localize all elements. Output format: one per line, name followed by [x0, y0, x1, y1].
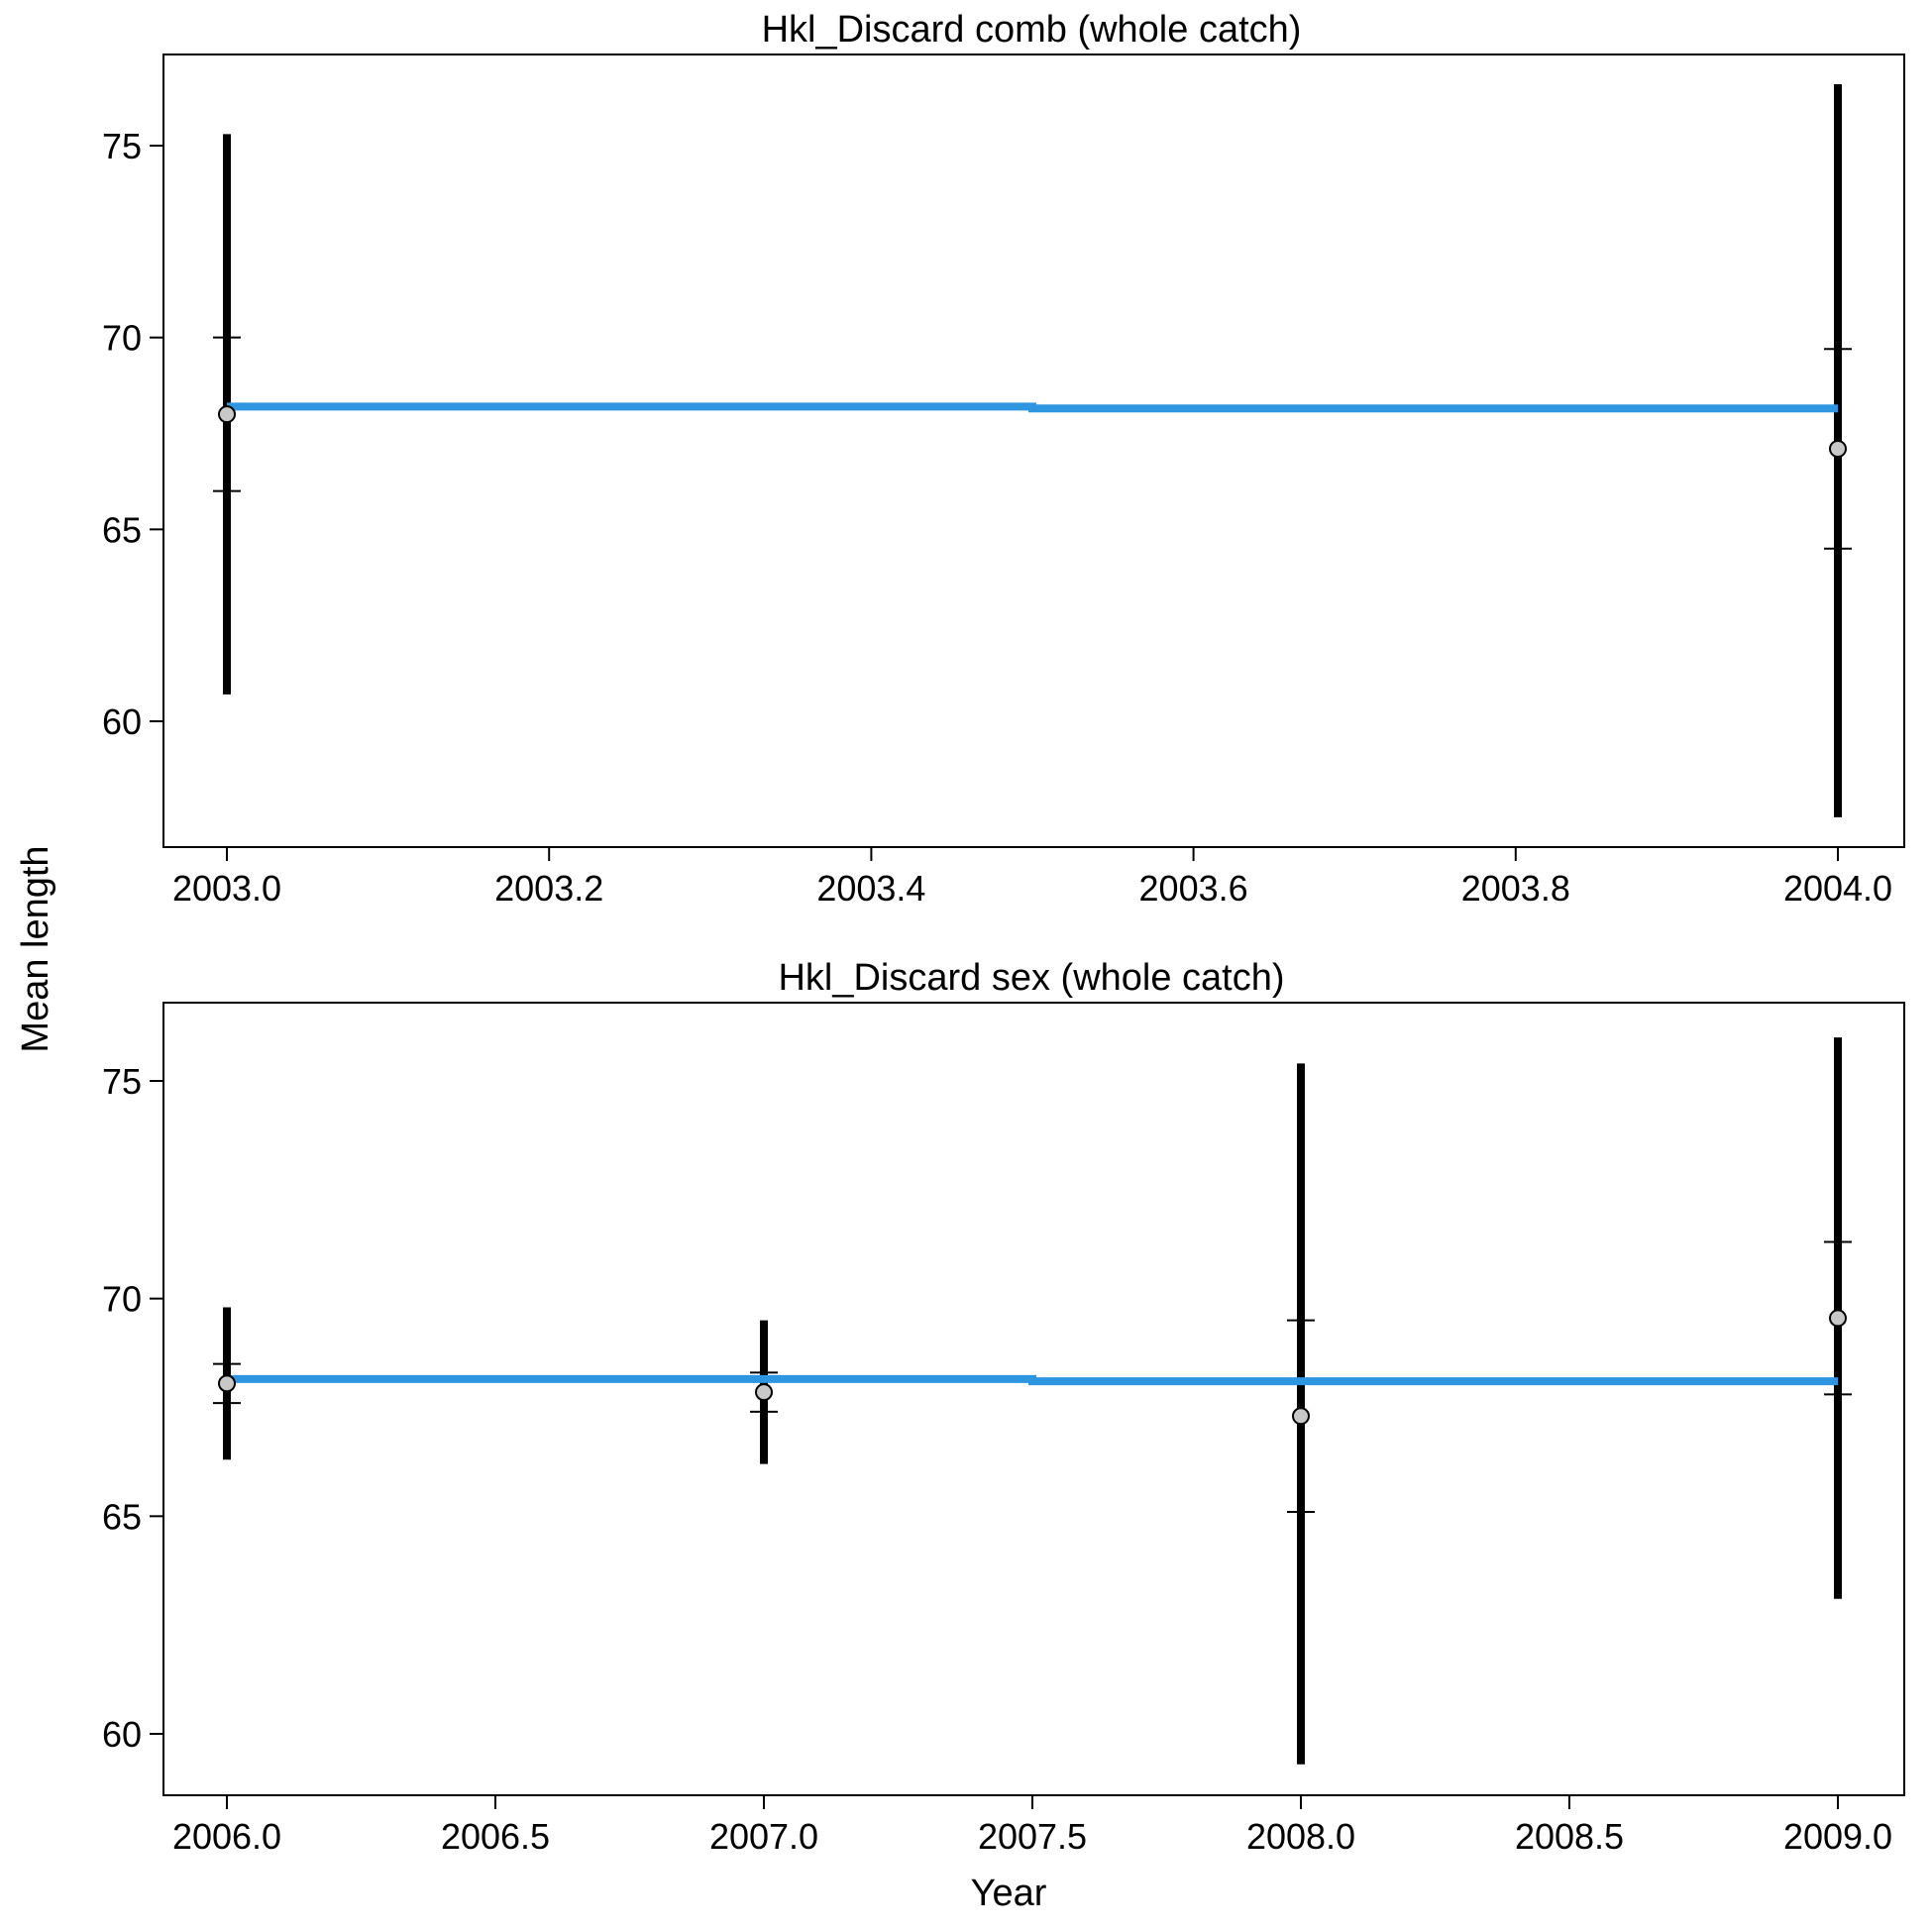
y-axis-title: Mean length [15, 845, 56, 1052]
y-tick-label: 60 [102, 1714, 142, 1755]
plot-area [213, 84, 1852, 817]
y-tick-label: 75 [102, 126, 142, 166]
axes: 2006.0 2006.5 2007.0 2007.5 2008.0 2008.5 2009… [102, 1061, 1892, 1857]
x-tick-label: 2007.5 [978, 1816, 1087, 1857]
x-tick-label: 2003.8 [1461, 868, 1570, 909]
x-tick-label: 2003.2 [494, 868, 603, 909]
y-tick-label: 65 [102, 1496, 142, 1537]
observed-point [755, 1383, 773, 1402]
x-tick-label: 2006.0 [172, 1816, 281, 1857]
y-tick-label: 70 [102, 318, 142, 359]
observed-point [1292, 1407, 1310, 1426]
expected-line [227, 402, 1838, 413]
y-tick-label: 70 [102, 1279, 142, 1320]
observed-point [218, 1374, 236, 1393]
x-tick-label: 2003.4 [816, 868, 925, 909]
axes: 2003.0 2003.2 2003.4 2003.6 2003.8 2004.0 60 65… [102, 126, 1892, 909]
panel-title: Hkl_Discard comb (whole catch) [762, 9, 1302, 51]
x-tick-label: 2003.6 [1139, 868, 1248, 909]
panel-sex: Hkl_Discard sex (whole catch) 2006.0 2006… [102, 957, 1905, 1857]
x-tick-label: 2008.5 [1515, 1816, 1624, 1857]
expected-line [227, 1374, 1838, 1386]
y-tick-label: 60 [102, 701, 142, 742]
x-tick-label: 2003.0 [172, 868, 281, 909]
x-axis-title: Year [971, 1873, 1047, 1914]
x-tick-label: 2004.0 [1783, 868, 1892, 909]
plot-frame [162, 54, 1905, 848]
x-tick-label: 2008.0 [1246, 1816, 1355, 1857]
plot-frame [162, 1002, 1905, 1796]
panel-title: Hkl_Discard sex (whole catch) [778, 957, 1284, 999]
observed-point [1829, 439, 1847, 458]
x-tick-label: 2009.0 [1783, 1816, 1892, 1857]
x-tick-label: 2006.5 [441, 1816, 550, 1857]
y-tick-label: 75 [102, 1061, 142, 1102]
plot-area [213, 1037, 1852, 1765]
observed-point [218, 405, 236, 424]
panel-comb: Hkl_Discard comb (whole catch) 2003.0 200… [102, 9, 1905, 909]
x-tick-label: 2007.0 [709, 1816, 818, 1857]
observed-point [1829, 1309, 1847, 1328]
y-tick-label: 65 [102, 509, 142, 550]
